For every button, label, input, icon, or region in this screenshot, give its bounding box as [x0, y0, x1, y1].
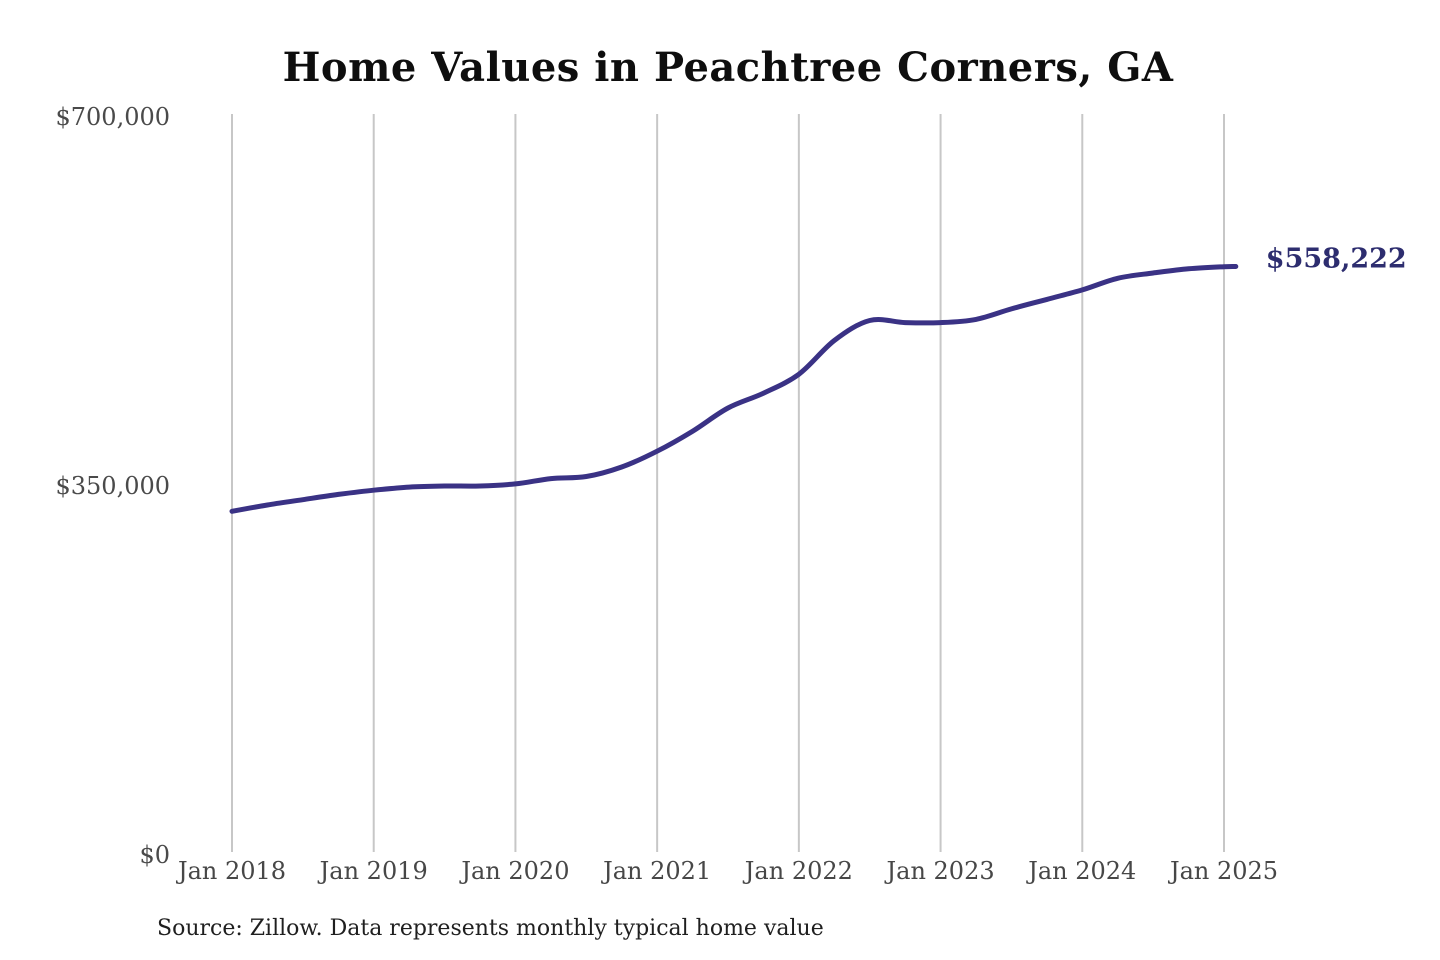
x-tick-label: Jan 2019: [319, 857, 428, 885]
x-tick-label: Jan 2018: [177, 857, 287, 885]
x-tick-label: Jan 2024: [1028, 857, 1137, 885]
home-value-line: [229, 263, 1239, 514]
latest-value-label: $558,222: [1265, 243, 1407, 275]
y-tick-label: $350,000: [55, 472, 170, 500]
vertical-gridlines: [231, 114, 1225, 852]
chart-title: Home Values in Peachtree Corners, GA: [282, 44, 1174, 91]
x-tick-label: Jan 2022: [744, 857, 853, 885]
y-tick-label: $700,000: [55, 103, 170, 131]
source-note: Source: Zillow. Data represents monthly …: [157, 916, 824, 941]
y-tick-label: $0: [139, 841, 170, 869]
x-tick-label: Jan 2020: [461, 857, 570, 885]
x-tick-label: Jan 2023: [886, 857, 995, 885]
x-tick-label: Jan 2021: [603, 857, 712, 885]
x-tick-label: Jan 2025: [1169, 857, 1279, 885]
